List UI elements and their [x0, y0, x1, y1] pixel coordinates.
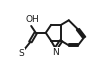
Text: OH: OH — [25, 15, 39, 24]
Text: N: N — [52, 48, 59, 57]
Text: S: S — [18, 49, 24, 58]
